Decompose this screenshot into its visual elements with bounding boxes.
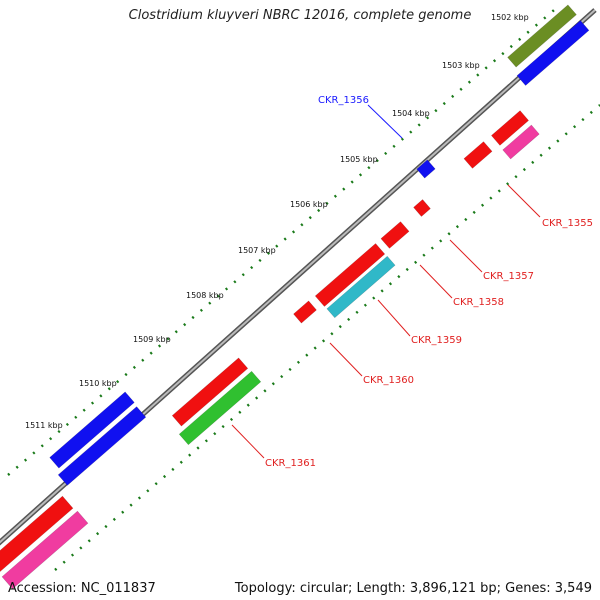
feature-red-arrow — [293, 300, 317, 324]
feature-blue-arrow — [416, 159, 436, 179]
tick-label: 1510 kbp — [79, 379, 117, 388]
tick-label: 1508 kbp — [186, 291, 224, 300]
gene-label: CKR_1358 — [453, 297, 504, 308]
feature-cyan-bar — [326, 255, 396, 319]
feature-magenta-bar — [1, 510, 89, 590]
feature-red-bar — [380, 221, 410, 249]
feature-red-bar — [491, 110, 529, 146]
gene-label: CKR_1361 — [265, 458, 316, 469]
feature-blue-bar — [516, 20, 590, 86]
tick-label: 1502 kbp — [491, 13, 529, 22]
feature-magenta-bar — [502, 124, 540, 160]
gene-leader-line — [449, 239, 483, 273]
gene-leader-line — [231, 424, 265, 459]
tick-label: 1503 kbp — [442, 61, 480, 70]
feature-red-bar — [314, 243, 386, 307]
genome-backbone — [0, 8, 597, 546]
feature-olive-bar — [507, 4, 577, 68]
feature-red-arrow — [413, 199, 431, 217]
gene-leader-line — [419, 264, 453, 299]
gene-leader-line — [377, 299, 411, 337]
feature-blue-bar — [57, 406, 147, 486]
gene-leader-line — [367, 104, 403, 139]
feature-red-bar — [463, 141, 493, 169]
outer-tick-track — [7, 4, 561, 476]
gene-label: CKR_1357 — [483, 271, 534, 282]
tick-label: 1507 kbp — [238, 246, 276, 255]
feature-green-bar — [178, 370, 262, 446]
gene-label: CKR_1360 — [363, 375, 414, 386]
tick-label: 1506 kbp — [290, 200, 328, 209]
feature-red-bar — [171, 357, 249, 427]
tick-label: 1511 kbp — [25, 421, 63, 430]
gene-leader-line — [329, 342, 363, 377]
feature-red-bar — [0, 495, 74, 575]
feature-blue-bar — [49, 391, 135, 469]
tick-label: 1505 kbp — [340, 155, 378, 164]
gene-label: CKR_1359 — [411, 335, 462, 346]
gene-leader-line — [507, 184, 541, 218]
accession-label: Accession: NC_011837 — [8, 581, 156, 596]
genome-summary: Topology: circular; Length: 3,896,121 bp… — [234, 581, 592, 596]
gene-label: CKR_1356 — [318, 95, 369, 106]
tick-label: 1509 kbp — [133, 335, 171, 344]
map-title: Clostridium kluyveri NBRC 12016, complet… — [128, 8, 472, 23]
gene-label: CKR_1355 — [542, 218, 593, 229]
tick-label: 1504 kbp — [392, 109, 430, 118]
